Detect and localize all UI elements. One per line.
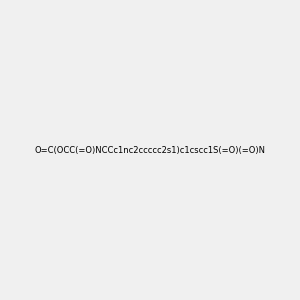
Text: O=C(OCC(=O)NCCc1nc2ccccc2s1)c1cscc1S(=O)(=O)N: O=C(OCC(=O)NCCc1nc2ccccc2s1)c1cscc1S(=O)… [34, 146, 266, 154]
